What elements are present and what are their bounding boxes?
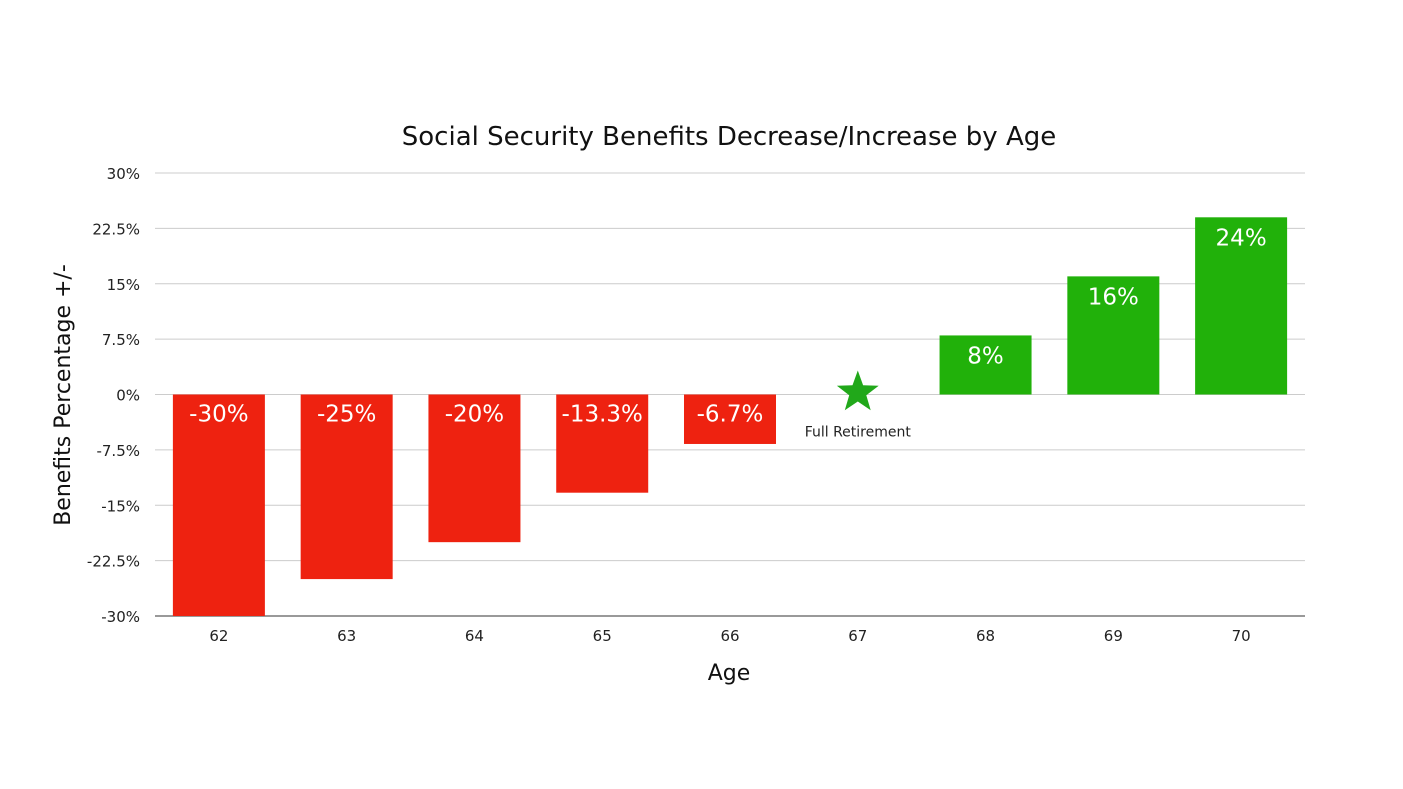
y-tick-label: -7.5% (96, 442, 140, 460)
y-tick-label: -22.5% (87, 553, 140, 571)
y-tick-label: 0% (116, 387, 140, 405)
data-label: -30% (189, 402, 248, 428)
bar-64 (428, 394, 521, 543)
bar-70 (1195, 217, 1288, 395)
y-tick-label: -15% (101, 497, 140, 515)
y-tick-label: 22.5% (92, 220, 140, 238)
x-tick-label: 68 (976, 627, 995, 645)
data-label: -6.7% (697, 402, 764, 428)
y-axis-label: Benefits Percentage +/- (51, 264, 76, 526)
x-axis-label: Age (708, 661, 751, 686)
bar-65 (556, 394, 649, 493)
bar-69 (1067, 276, 1160, 395)
x-tick-label: 67 (848, 627, 867, 645)
y-tick-label: 7.5% (102, 331, 140, 349)
x-tick-label: 63 (337, 627, 356, 645)
bar-68 (939, 335, 1032, 395)
annotation-label: Full Retirement (805, 425, 912, 441)
x-tick-label: 64 (465, 627, 484, 645)
data-label: 16% (1088, 284, 1139, 310)
bars: -30% -25% -20% -13.3% -6.7% Full Retirement 8%… (172, 217, 1288, 616)
x-tick-label: 65 (593, 627, 612, 645)
data-label: -13.3% (562, 402, 643, 428)
data-label: -25% (317, 402, 376, 428)
star-icon (836, 370, 879, 411)
x-tick-label: 66 (720, 627, 739, 645)
data-label: -20% (445, 402, 504, 428)
data-label: 8% (967, 343, 1004, 369)
x-tick-labels: 62 63 64 65 66 67 68 69 70 (209, 627, 1250, 645)
bar-66 (684, 394, 776, 444)
y-tick-label: 30% (107, 165, 140, 183)
x-tick-label: 69 (1104, 627, 1123, 645)
y-tick-label: 15% (107, 276, 140, 294)
y-tick-labels: 30% 22.5% 15% 7.5% 0% -7.5% -15% -22.5% -30% (87, 165, 140, 626)
bar-63 (300, 394, 393, 580)
chart-title: Social Security Benefits Decrease/Increa… (402, 122, 1056, 152)
x-tick-label: 62 (209, 627, 228, 645)
x-tick-label: 70 (1232, 627, 1251, 645)
y-tick-label: -30% (101, 608, 140, 626)
bar-62 (172, 394, 265, 616)
data-label: 24% (1216, 225, 1267, 251)
